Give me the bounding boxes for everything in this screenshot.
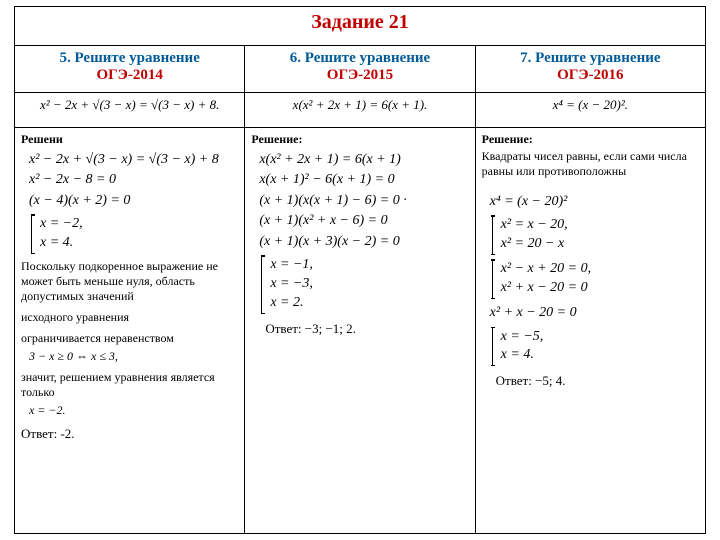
bracket: x = −5, x = 4.	[492, 328, 699, 366]
answer: Ответ: -2.	[21, 426, 238, 442]
solution-label: Решение:	[251, 132, 468, 147]
math-line: x(x² + 2x + 1) = 6(x + 1)	[259, 151, 468, 169]
page: Задание 21 5. Решите уравнение ОГЭ-2014 …	[0, 0, 720, 540]
col-head-3: 7. Решите уравнение ОГЭ-2016	[475, 45, 705, 93]
note-text: Поскольку подкоренное выражение не может…	[21, 259, 238, 304]
solution-label: Решение:	[482, 132, 533, 146]
col-year: ОГЭ-2016	[557, 67, 623, 83]
bracket: x² − x + 20 = 0, x² + x − 20 = 0	[492, 260, 699, 298]
math-line: (x + 1)(x + 3)(x − 2) = 0	[259, 233, 468, 251]
solution-3: Решение: Квадраты чисел равны, если сами…	[475, 127, 705, 533]
col-prompt: 6. Решите уравнение	[290, 50, 430, 66]
equation-1: x² − 2x + √(3 − x) = √(3 − x) + 8.	[15, 93, 245, 128]
bracket: x = −2, x = 4.	[31, 215, 238, 253]
col-prompt: 5. Решите уравнение	[59, 50, 199, 66]
note-text: ограничивается неравенством	[21, 331, 238, 346]
math-line: x = −2.	[29, 403, 238, 418]
bracket-row: x = 4.	[501, 346, 699, 365]
bracket-row: x = −2,	[40, 215, 238, 234]
note-text: Квадраты чисел равны, если сами числа ра…	[482, 149, 699, 179]
bracket-row: x² = x − 20,	[501, 216, 699, 235]
bracket-row: x² + x − 20 = 0	[501, 279, 699, 298]
equation-2: x(x² + 2x + 1) = 6(x + 1).	[245, 93, 475, 128]
bracket-row: x = −3,	[270, 275, 468, 294]
col-head-1: 5. Решите уравнение ОГЭ-2014	[15, 45, 245, 93]
math-line: (x + 1)(x² + x − 6) = 0	[259, 212, 468, 230]
equation-3: x⁴ = (x − 20)².	[475, 93, 705, 128]
bracket: x² = x − 20, x² = 20 − x	[492, 216, 699, 254]
answer: Ответ: −5; 4.	[496, 373, 699, 389]
math-line: x² − 2x − 8 = 0	[29, 171, 238, 189]
note-text: значит, решением уравнения является толь…	[21, 370, 238, 400]
math-line: (x − 4)(x + 2) = 0	[29, 192, 238, 210]
math-line: (x + 1)(x(x + 1) − 6) = 0 ·	[259, 192, 468, 210]
solution-2: Решение: x(x² + 2x + 1) = 6(x + 1) x(x +…	[245, 127, 475, 533]
bracket-row: x² = 20 − x	[501, 235, 699, 254]
main-table: Задание 21 5. Решите уравнение ОГЭ-2014 …	[14, 6, 706, 534]
page-title: Задание 21	[15, 7, 706, 46]
math-line: x² + x − 20 = 0	[490, 304, 699, 322]
col-year: ОГЭ-2015	[327, 67, 393, 83]
col-year: ОГЭ-2014	[96, 67, 162, 83]
col-prompt: 7. Решите уравнение	[520, 50, 660, 66]
math-line: x² − 2x + √(3 − x) = √(3 − x) + 8	[29, 151, 238, 169]
bracket-row: x = 2.	[270, 294, 468, 313]
bracket-row: x = −1,	[270, 256, 468, 275]
solution-1: Решени x² − 2x + √(3 − x) = √(3 − x) + 8…	[15, 127, 245, 533]
math-line: x⁴ = (x − 20)²	[490, 193, 699, 211]
math-line: x(x + 1)² − 6(x + 1) = 0	[259, 171, 468, 189]
bracket: x = −1, x = −3, x = 2.	[261, 256, 468, 313]
bracket-row: x = −5,	[501, 328, 699, 347]
bracket-row: x² − x + 20 = 0,	[501, 260, 699, 279]
col-head-2: 6. Решите уравнение ОГЭ-2015	[245, 45, 475, 93]
note-text: исходного уравнения	[21, 310, 238, 325]
math-line: 3 − x ≥ 0 ⇔ x ≤ 3,	[29, 349, 238, 364]
solution-label: Решени	[21, 132, 238, 147]
bracket-row: x = 4.	[40, 234, 238, 253]
answer: Ответ: −3; −1; 2.	[265, 321, 468, 337]
